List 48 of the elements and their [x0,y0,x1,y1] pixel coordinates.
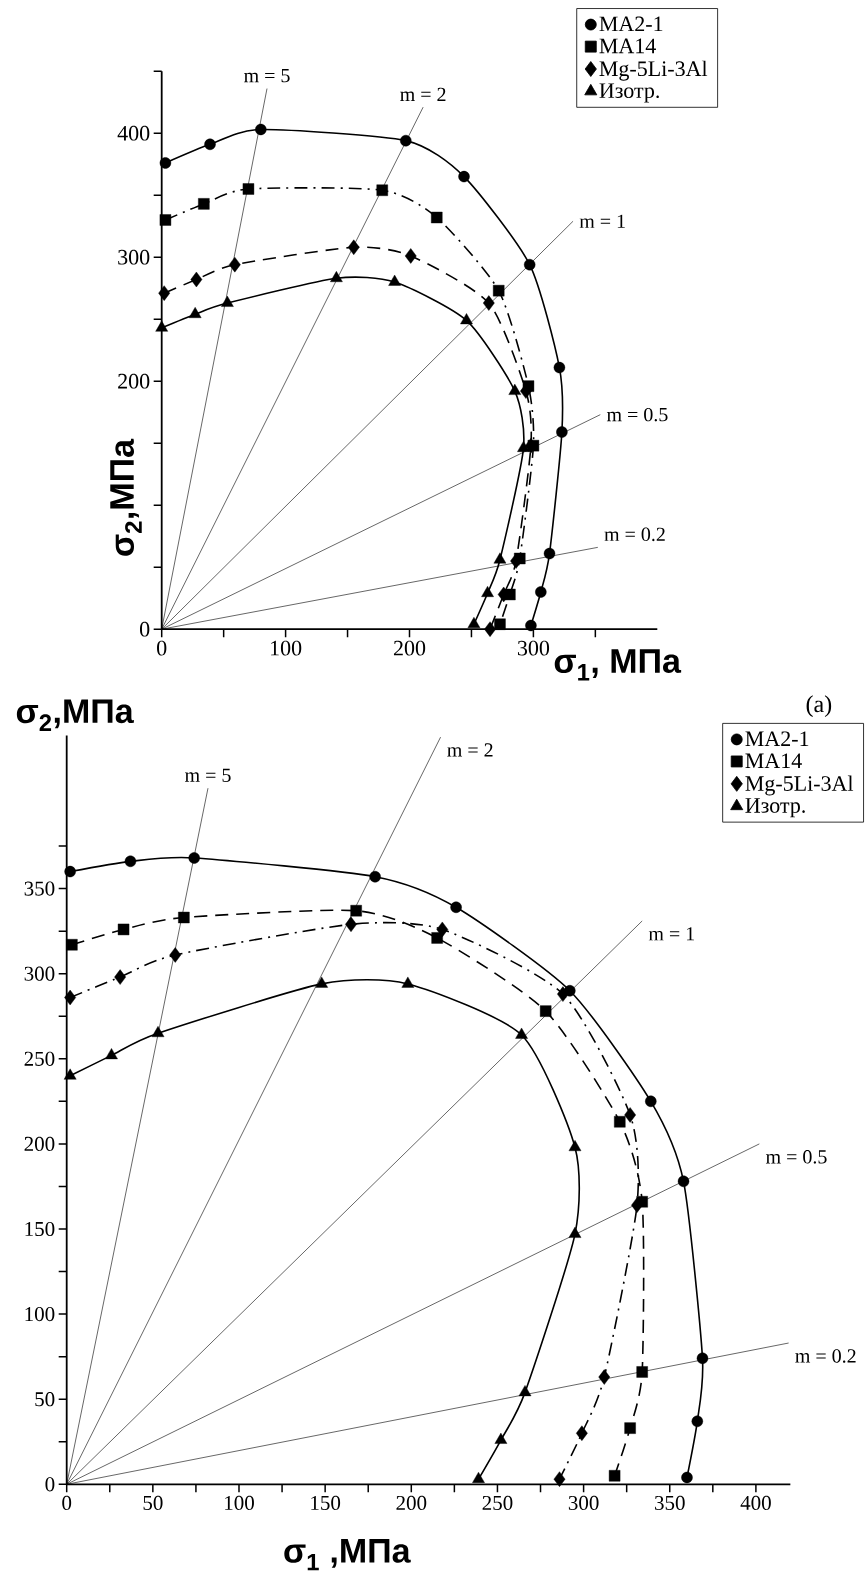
x-axis-title: σ$_{1}$ ,МПа [284,1539,411,1571]
y-axis-title: σ$_{2}$,МПа [16,699,134,731]
series-label: m = 0.5 [606,407,668,422]
y-axis-title: σ$_{2}$,МПа [110,438,142,556]
x-tick-label: 350 [655,1495,685,1510]
series-label: m = 5 [184,768,231,782]
y-tick-label: 300 [24,966,55,981]
legend-label: MA2-1 [745,731,809,746]
legend-label: Mg-5Li-3Al [599,60,708,81]
y-tick-label: 0 [140,621,150,637]
x-tick-label: 250 [482,1495,513,1510]
series-label: m = 2 [400,87,446,101]
x-tick-label: 300 [568,1495,599,1510]
series-label: m = 0.2 [795,1349,856,1363]
legend-label: MA2-1 [599,16,663,32]
x-tick-label: 150 [311,1495,341,1510]
legend-label: MA14 [745,753,802,768]
y-tick-label: 300 [118,249,150,265]
x-tick-label: 400 [740,1495,771,1510]
x-tick-label: 0 [62,1495,72,1510]
y-tick-label: 400 [117,125,150,141]
x-tick-label: 0 [157,640,167,656]
series-label: m = 0.5 [765,1150,827,1164]
legend-label: MA14 [599,38,656,54]
y-tick-label: 150 [25,1221,55,1237]
y-tick-label: 100 [25,1307,55,1322]
series-label: m = 0.2 [604,527,665,542]
x-tick-label: 100 [271,640,302,656]
y-tick-label: 250 [24,1051,55,1066]
series-label: m = 5 [244,69,290,83]
y-tick-label: 200 [24,1136,55,1151]
legend-label: Изотр. [599,83,659,103]
x-tick-label: 50 [143,1495,163,1510]
text: (a) [806,695,832,718]
y-tick-label: 350 [24,881,55,896]
legend-label: Изотр. [745,798,805,818]
x-tick-label: 200 [396,1495,427,1510]
y-tick-label: 200 [118,373,150,389]
y-tick-label: 50 [35,1392,55,1407]
series-label: m = 2 [447,743,493,757]
y-tick-label: 0 [45,1477,55,1492]
x-axis-title: σ$_{1}$, МПа [554,649,682,681]
x-tick-label: 300 [517,640,550,656]
series-label: m = 1 [579,214,625,228]
x-tick-label: 100 [225,1495,254,1510]
x-tick-label: 200 [393,640,426,656]
series-label: m = 1 [648,927,695,941]
legend-label: Mg-5Li-3Al [745,775,854,796]
